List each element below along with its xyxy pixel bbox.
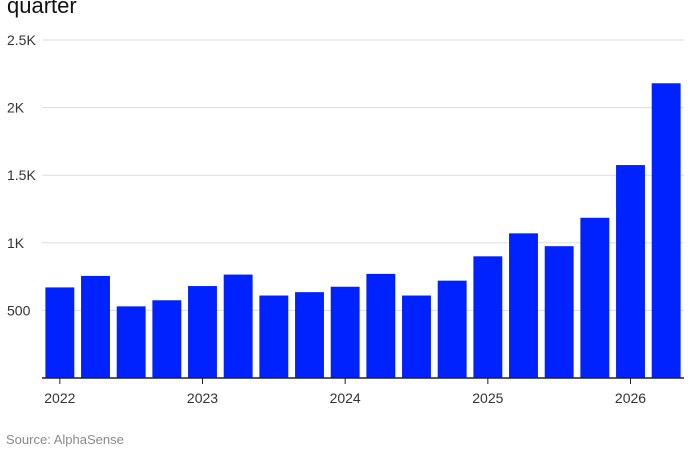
x-tick-label: 2022 xyxy=(44,390,75,406)
bar xyxy=(366,273,396,378)
y-tick-label: 2K xyxy=(7,100,25,116)
x-tick-label: 2026 xyxy=(615,390,646,406)
bar xyxy=(651,83,681,378)
bars xyxy=(45,83,681,378)
bar xyxy=(402,295,431,378)
x-tick-label: 2024 xyxy=(330,390,361,406)
bar xyxy=(223,274,253,378)
bar xyxy=(152,300,182,378)
bar xyxy=(295,292,324,378)
bar xyxy=(45,287,75,378)
bar xyxy=(188,286,217,378)
bar xyxy=(616,165,645,378)
y-axis-ticks: 500 1K 1.5K 2K 2.5K xyxy=(7,32,36,318)
bar xyxy=(81,275,110,378)
y-tick-label: 500 xyxy=(7,302,31,318)
chart-title: quarter xyxy=(7,0,77,18)
bar xyxy=(544,246,574,378)
x-axis-ticks: 2022 2023 2024 2025 2026 xyxy=(44,378,646,406)
source-note: Source: AlphaSense xyxy=(6,432,124,447)
bar xyxy=(116,306,146,378)
bar xyxy=(259,295,289,378)
bar xyxy=(509,233,538,378)
gridlines xyxy=(42,39,684,311)
bar xyxy=(437,280,467,378)
bar xyxy=(330,286,360,378)
bar xyxy=(473,256,503,378)
x-tick-label: 2025 xyxy=(472,390,503,406)
x-tick-label: 2023 xyxy=(187,390,218,406)
bar xyxy=(580,217,610,378)
y-tick-label: 1.5K xyxy=(7,167,36,183)
y-tick-label: 2.5K xyxy=(7,32,36,48)
y-tick-label: 1K xyxy=(7,235,25,251)
